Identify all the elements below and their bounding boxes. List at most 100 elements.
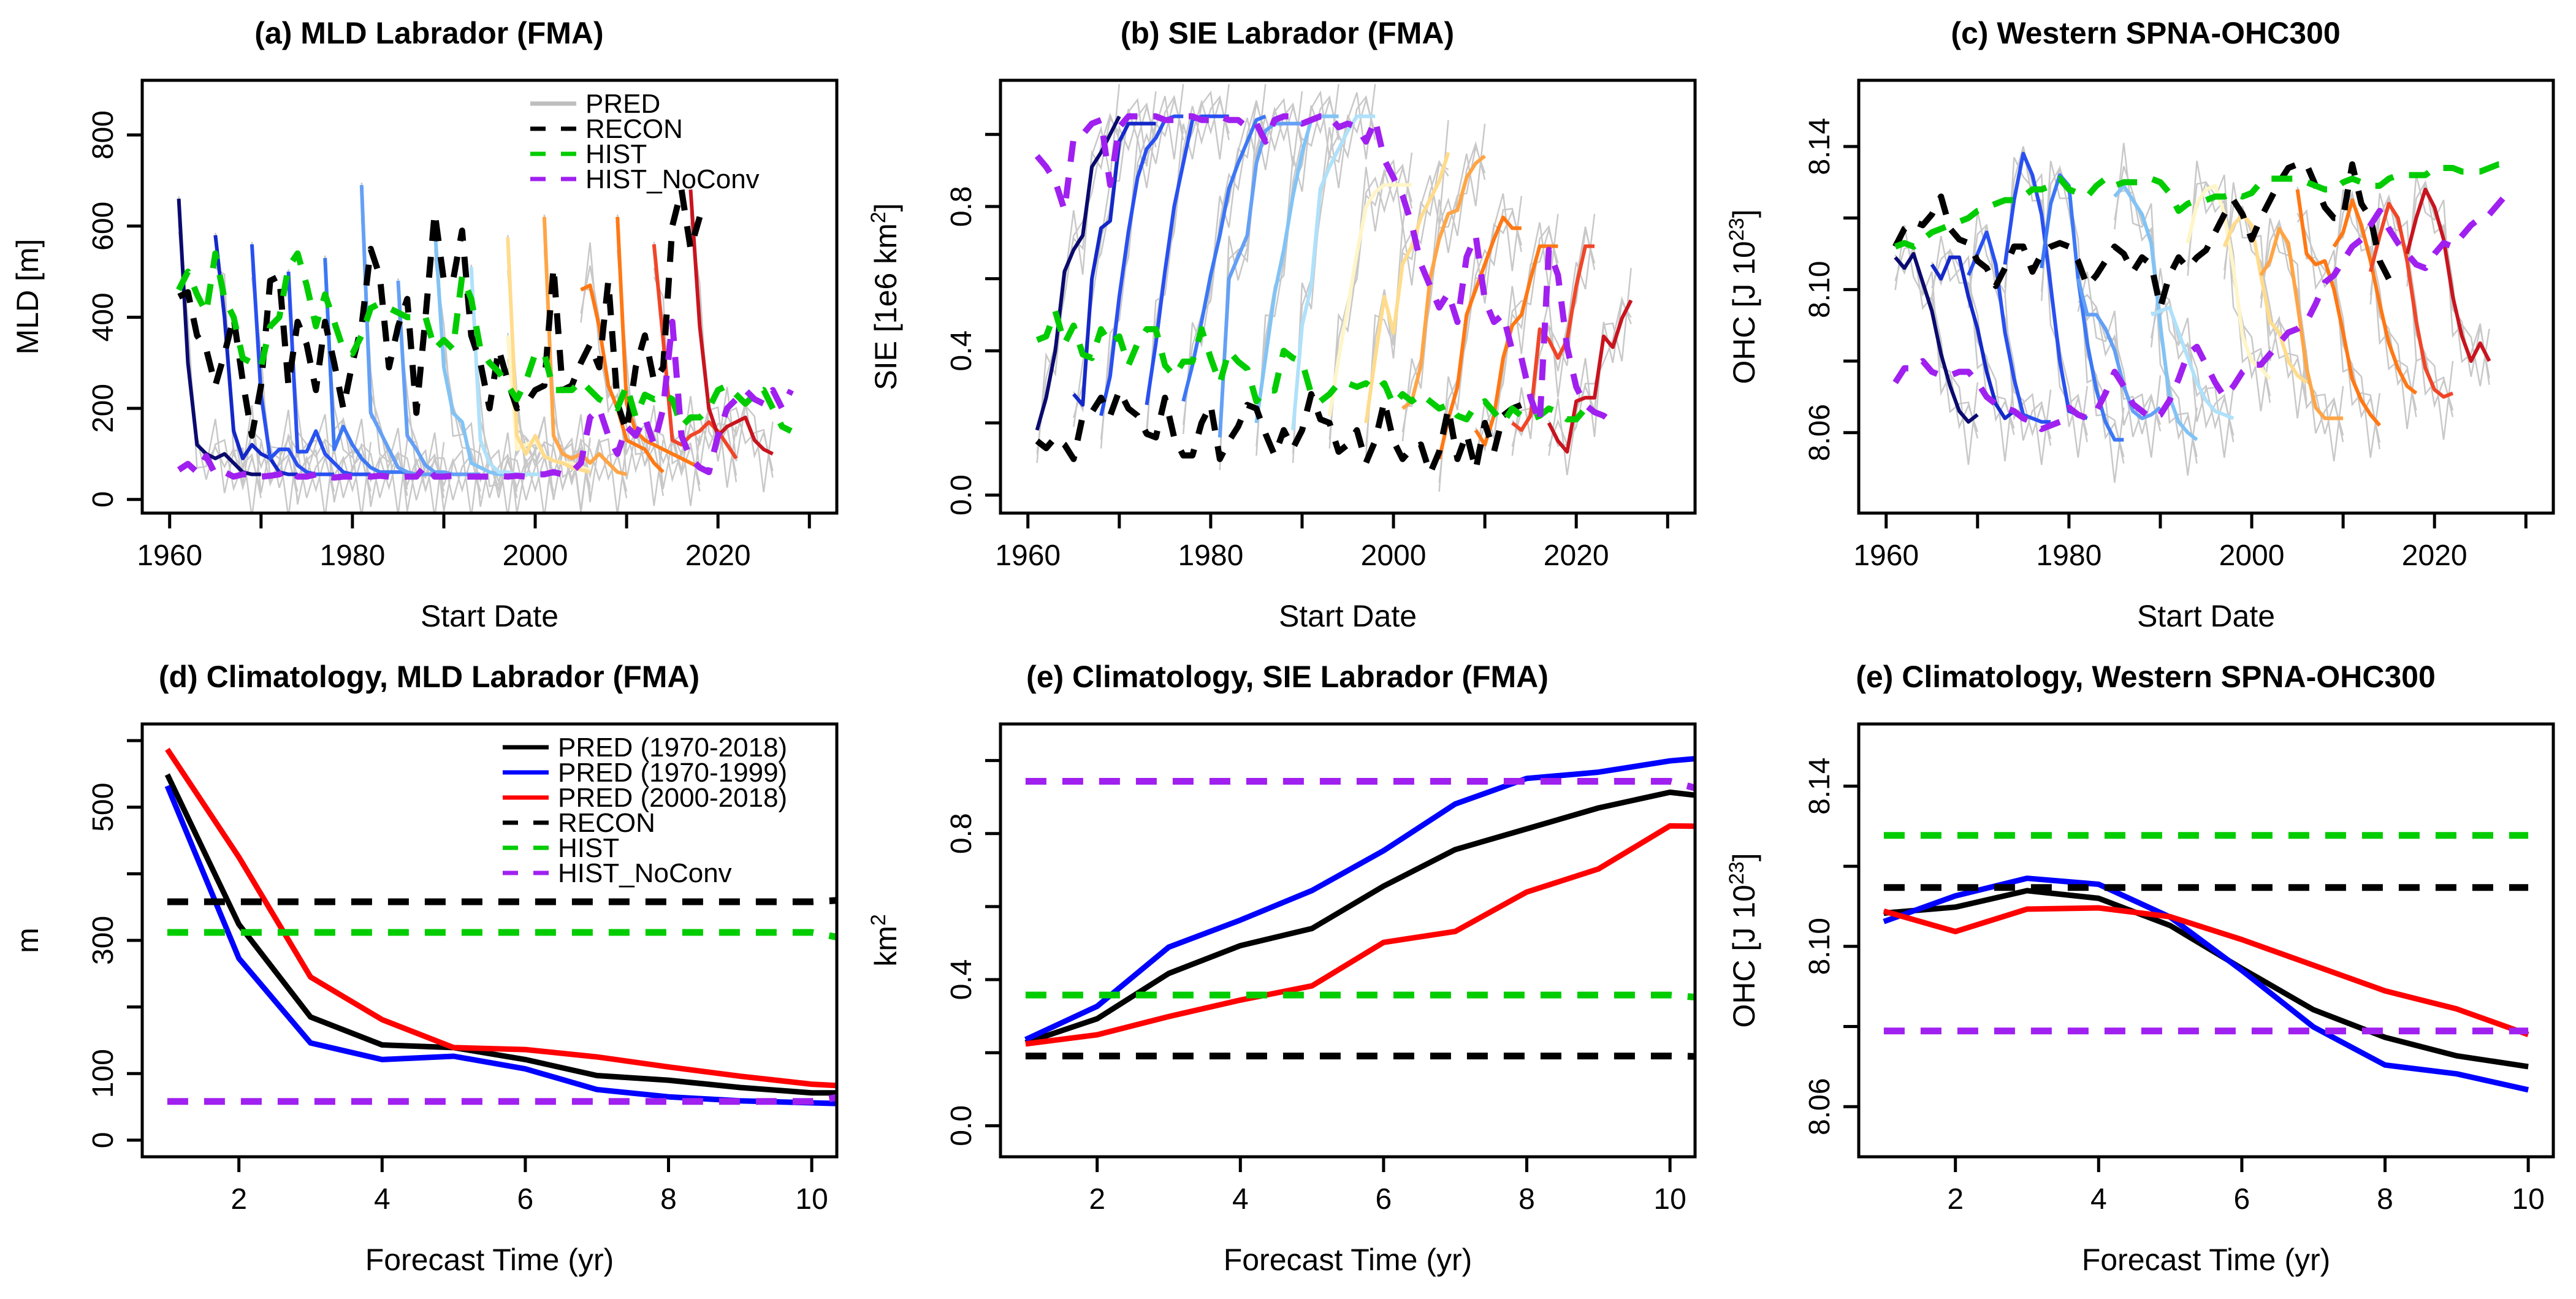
x-tick-label: 6 [2234, 1183, 2250, 1216]
pred-forecast-line [396, 280, 481, 476]
x-axis-label: Forecast Time (yr) [365, 1243, 614, 1277]
pred-forecast-line [1967, 230, 2051, 424]
series-line-pred-2000-2018- [1025, 823, 1695, 1047]
series-line-pred-1970-2018- [164, 773, 837, 1096]
x-tick-label: 2 [1947, 1183, 1964, 1216]
series-line-pred-2000-2018- [1883, 905, 2529, 1037]
legend-label: PRED (1970-2018) [558, 733, 787, 763]
y-axis-label: OHC [J 1023] [1725, 853, 1761, 1027]
pred-ensemble-line [1967, 224, 2052, 440]
pred-forecast-line [2185, 184, 2272, 381]
plot-area [164, 747, 837, 1107]
x-tick-label: 2 [1089, 1183, 1105, 1216]
series-line-recon [1035, 387, 1523, 477]
pred-ensemble-line [1219, 102, 1303, 462]
legend-label: PRED (1970-1999) [558, 758, 787, 788]
x-tick-label: 6 [1376, 1183, 1392, 1216]
series-line-hist-noconv [1034, 113, 1615, 426]
legend: PRED (1970-2018)PRED (1970-1999)PRED (20… [503, 733, 787, 888]
y-tick-label: 300 [87, 916, 120, 965]
series-line-recon [177, 186, 703, 439]
pred-forecast-line [1364, 151, 1450, 424]
pred-forecast-line [433, 226, 517, 476]
x-tick-label: 6 [517, 1183, 534, 1216]
pred-forecast-line [1894, 252, 1979, 424]
pred-forecast-line [2003, 151, 2088, 421]
y-tick-label: 0.0 [945, 1105, 978, 1146]
series-line-pred-2000-2018- [165, 747, 837, 1089]
series-line-hist-noconv [177, 318, 794, 481]
legend-label: RECON [585, 114, 683, 144]
x-tick-label: 8 [1519, 1183, 1535, 1216]
series-line-hist-noconv [1025, 778, 1695, 791]
x-axis-label: Forecast Time (yr) [2082, 1243, 2331, 1277]
pred-forecast-line [1291, 114, 1376, 430]
y-axis-label: m [10, 928, 45, 953]
pred-forecast-line [1218, 121, 1302, 438]
pred-forecast-line [286, 271, 371, 476]
series-line-recon [1892, 161, 2392, 311]
pred-forecast-line [177, 199, 261, 476]
y-axis-label: SIE [1e6 km2] [867, 203, 903, 390]
x-tick-label: 2000 [1361, 539, 1427, 572]
y-tick-label: 200 [87, 384, 120, 433]
legend-label: HIST [558, 833, 619, 863]
pred-forecast-line [1181, 115, 1267, 402]
x-tick-label: 4 [2090, 1183, 2107, 1216]
series-line-recon [1025, 1053, 1695, 1060]
x-tick-label: 8 [660, 1183, 677, 1216]
y-tick-label: 0.0 [945, 474, 978, 516]
pred-forecast-line [1072, 121, 1156, 407]
plot-frame [140, 78, 839, 515]
y-tick-label: 8.10 [1804, 918, 1836, 975]
panel-title: (a) MLD Labrador (FMA) [254, 16, 603, 50]
pred-forecast-line [359, 185, 444, 476]
y-axis-label: km2 [867, 914, 903, 967]
plot-area [176, 182, 794, 513]
pred-forecast-line [2405, 188, 2491, 363]
y-tick-label: 0.8 [945, 813, 978, 854]
pred-forecast-line [2332, 198, 2418, 395]
plot-area [1883, 832, 2529, 1093]
pred-ensemble-line [2406, 180, 2490, 385]
pred-forecast-line [2150, 305, 2235, 421]
y-tick-label: 0.4 [945, 959, 978, 1000]
panel-e-climatology-sie: (e) Climatology, SIE Labrador (FMA) Fore… [867, 660, 1697, 1277]
panel-c-ohc300: (c) Western SPNA-OHC300 Start Date OHC [… [1725, 16, 2555, 633]
x-tick-label: 1960 [137, 539, 202, 572]
pred-ensemble-line [1256, 95, 1339, 447]
x-tick-label: 8 [2377, 1183, 2393, 1216]
y-axis-label: OHC [J 1023] [1725, 209, 1761, 384]
pred-ensemble-line [1328, 163, 1413, 440]
pred-forecast-line [2295, 189, 2382, 427]
y-axis-label-text: ] [1727, 209, 1761, 218]
series-line-pred-1970-2018- [1024, 789, 1695, 1046]
y-axis-label-text: SIE [1e6 km [869, 223, 903, 390]
pred-forecast-line [1511, 244, 1595, 432]
y-tick-label: 8.10 [1804, 261, 1836, 318]
y-tick-label: 800 [87, 110, 120, 159]
panel-f-climatology-ohc300: (e) Climatology, Western SPNA-OHC300 For… [1725, 660, 2555, 1277]
y-axis-label-superscript: 2 [867, 914, 890, 926]
pred-forecast-line [2222, 212, 2308, 384]
y-axis-label-superscript: 2 [867, 211, 890, 223]
pred-ensemble-line [1292, 95, 1376, 454]
plot-frame [999, 722, 1697, 1159]
x-tick-label: 4 [374, 1183, 391, 1216]
series-line-hist [1894, 161, 2508, 250]
y-tick-label: 8.06 [1804, 1078, 1836, 1135]
x-tick-label: 1980 [1178, 539, 1243, 572]
y-tick-label: 8.06 [1804, 404, 1836, 461]
y-axis-label-text: OHC [J 10 [1727, 885, 1761, 1027]
x-axis-label: Forecast Time (yr) [1224, 1243, 1473, 1277]
x-axis-label: Start Date [421, 599, 558, 633]
pred-ensemble-line [2187, 181, 2271, 403]
x-tick-label: 1980 [319, 539, 385, 572]
y-tick-label: 0.8 [945, 186, 978, 227]
pred-forecast-line [1145, 114, 1229, 405]
series-line-hist-noconv [1892, 191, 2510, 432]
y-tick-label: 8.14 [1804, 758, 1836, 815]
panel-title: (c) Western SPNA-OHC300 [1951, 16, 2340, 50]
pred-ensemble-line [1401, 141, 1486, 433]
